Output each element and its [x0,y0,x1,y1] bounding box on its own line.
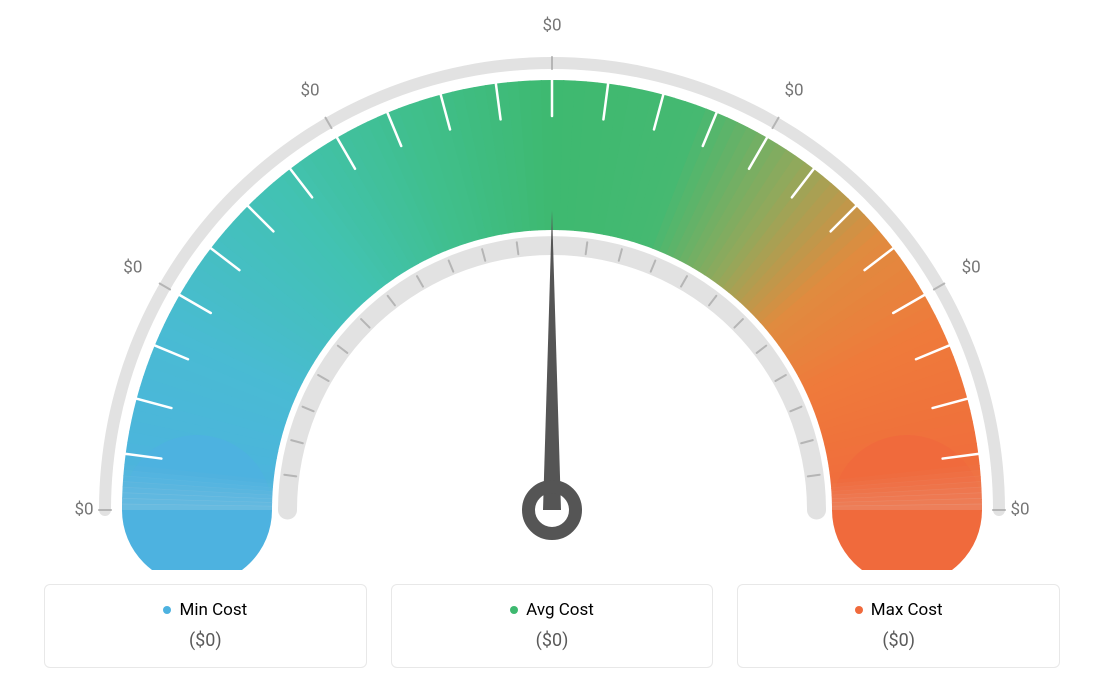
legend-label: Avg Cost [526,600,594,620]
gauge-tick-label: $0 [123,257,142,277]
legend-title-min: Min Cost [163,600,247,620]
legend-card-min: Min Cost ($0) [44,584,367,668]
legend-label: Max Cost [871,600,943,620]
legend-value-max: ($0) [738,630,1059,651]
legend-value-min: ($0) [45,630,366,651]
gauge-tick-label: $0 [542,15,561,35]
dot-icon [510,606,518,614]
gauge-tick-label: $0 [300,80,319,100]
dot-icon [163,606,171,614]
legend-card-avg: Avg Cost ($0) [391,584,714,668]
legend-card-max: Max Cost ($0) [737,584,1060,668]
legend-label: Min Cost [179,600,247,620]
gauge-tick-label: $0 [962,257,981,277]
gauge-tick-label: $0 [74,499,93,519]
legend-title-avg: Avg Cost [510,600,594,620]
gauge-svg: $0 $0 $0 $0 $0 $0 $0 [52,10,1052,570]
legend-value-avg: ($0) [392,630,713,651]
gauge-tick-label: $0 [784,80,803,100]
gauge-tick-label: $0 [1010,499,1029,519]
gauge-chart: $0 $0 $0 $0 $0 $0 $0 [0,0,1104,570]
dot-icon [855,606,863,614]
legend-title-max: Max Cost [855,600,943,620]
legend-row: Min Cost ($0) Avg Cost ($0) Max Cost ($0… [0,584,1104,690]
